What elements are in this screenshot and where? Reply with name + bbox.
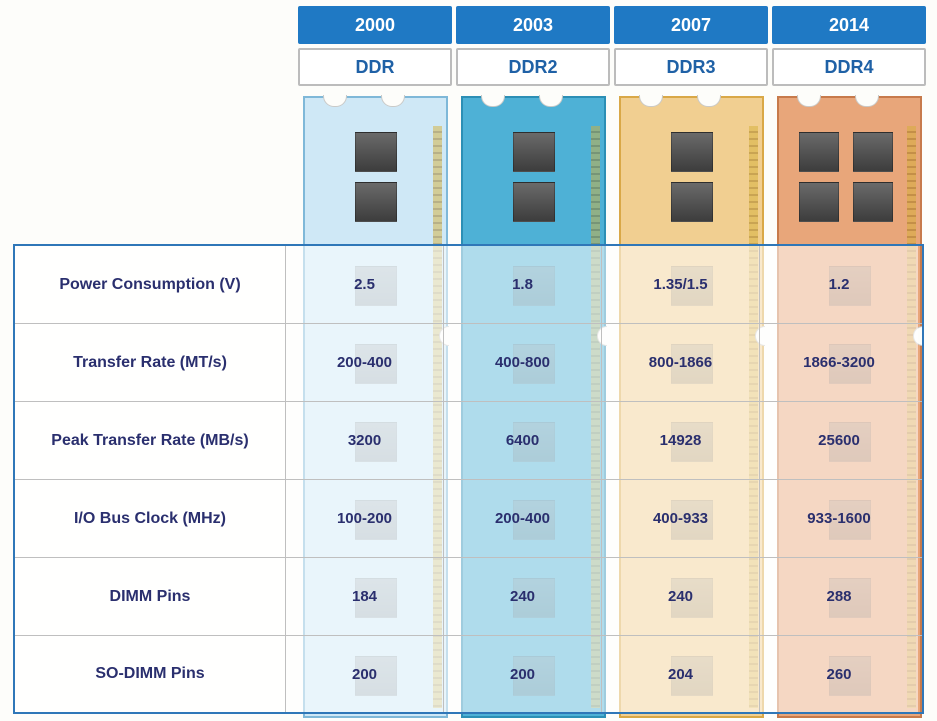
ram-chip-icon xyxy=(513,182,555,222)
spec-label: Peak Transfer Rate (MB/s) xyxy=(15,402,286,479)
year-cell: 2003 xyxy=(456,6,610,44)
ram-chip-icon xyxy=(355,132,397,172)
generation-cell: DDR4 xyxy=(772,48,926,86)
year-cell: 2007 xyxy=(614,6,768,44)
generation-cell: DDR xyxy=(298,48,452,86)
table-row: I/O Bus Clock (MHz)100-200200-400400-933… xyxy=(15,480,922,558)
spec-label: Power Consumption (V) xyxy=(15,246,286,323)
spec-value: 240 xyxy=(444,558,602,635)
table-row: SO-DIMM Pins200200204260 xyxy=(15,636,922,712)
ram-chip-icon xyxy=(671,132,713,172)
spec-value: 400-800 xyxy=(444,324,602,401)
table-row: DIMM Pins184240240288 xyxy=(15,558,922,636)
ram-chip-icon xyxy=(799,182,839,222)
spec-value: 3200 xyxy=(286,402,444,479)
spec-label: DIMM Pins xyxy=(15,558,286,635)
spec-value: 200-400 xyxy=(444,480,602,557)
spec-value: 100-200 xyxy=(286,480,444,557)
year-row: 2000 2003 2007 2014 xyxy=(0,6,937,44)
spec-value: 400-933 xyxy=(602,480,760,557)
ram-chip-icon xyxy=(853,182,893,222)
ram-chip-icon xyxy=(671,182,713,222)
spec-value: 14928 xyxy=(602,402,760,479)
generation-cell: DDR3 xyxy=(614,48,768,86)
spec-value: 260 xyxy=(760,636,918,712)
spec-value: 200 xyxy=(286,636,444,712)
spec-value: 200 xyxy=(444,636,602,712)
table-row: Transfer Rate (MT/s)200-400400-800800-18… xyxy=(15,324,922,402)
year-cell: 2000 xyxy=(298,6,452,44)
ram-chip-icon xyxy=(853,132,893,172)
ram-chip-icon xyxy=(799,132,839,172)
table-row: Power Consumption (V)2.51.81.35/1.51.2 xyxy=(15,246,922,324)
header-section: 2000 2003 2007 2014 DDR DDR2 DDR3 DDR4 xyxy=(0,6,937,86)
spec-value: 1.8 xyxy=(444,246,602,323)
spec-label: Transfer Rate (MT/s) xyxy=(15,324,286,401)
year-cell: 2014 xyxy=(772,6,926,44)
ram-chip-icon xyxy=(513,132,555,172)
generation-cell: DDR2 xyxy=(456,48,610,86)
ram-chip-icon xyxy=(355,182,397,222)
spec-table: Power Consumption (V)2.51.81.35/1.51.2Tr… xyxy=(13,244,924,714)
spec-value: 933-1600 xyxy=(760,480,918,557)
spec-value: 1.2 xyxy=(760,246,918,323)
spec-label: I/O Bus Clock (MHz) xyxy=(15,480,286,557)
spec-label: SO-DIMM Pins xyxy=(15,636,286,712)
spec-value: 204 xyxy=(602,636,760,712)
generation-row: DDR DDR2 DDR3 DDR4 xyxy=(0,44,937,86)
spec-value: 1.35/1.5 xyxy=(602,246,760,323)
spec-value: 1866-3200 xyxy=(760,324,918,401)
spec-value: 288 xyxy=(760,558,918,635)
spec-value: 800-1866 xyxy=(602,324,760,401)
spec-value: 240 xyxy=(602,558,760,635)
spec-value: 25600 xyxy=(760,402,918,479)
table-row: Peak Transfer Rate (MB/s)320064001492825… xyxy=(15,402,922,480)
ddr-comparison-infographic: 2000 2003 2007 2014 DDR DDR2 DDR3 DDR4 P… xyxy=(0,0,937,721)
spec-value: 2.5 xyxy=(286,246,444,323)
spec-value: 184 xyxy=(286,558,444,635)
spec-value: 200-400 xyxy=(286,324,444,401)
spec-value: 6400 xyxy=(444,402,602,479)
